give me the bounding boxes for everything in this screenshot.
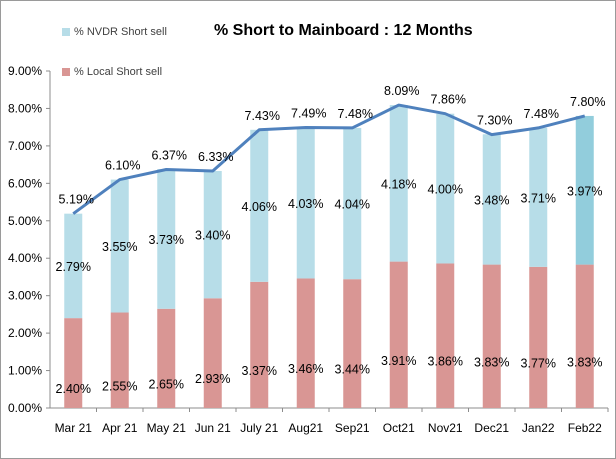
data-label-total: 6.33% [198, 150, 233, 164]
data-label-nvdr: 4.00% [428, 183, 463, 197]
bar-local-11 [575, 264, 594, 408]
y-tick-label: 9.00% [8, 64, 42, 78]
data-label-nvdr: 3.40% [195, 229, 230, 243]
bar-nvdr-1 [110, 179, 129, 313]
data-label-local: 2.55% [102, 379, 137, 393]
legend-item-local: % Local Short sell [62, 66, 162, 78]
y-tick-label: 1.00% [8, 364, 42, 378]
x-tick-label: Oct21 [383, 421, 415, 435]
data-label-local: 3.46% [288, 362, 323, 376]
x-tick-label: Apr 21 [102, 421, 138, 435]
bar-nvdr-10 [529, 127, 548, 267]
bar-local-5 [296, 278, 315, 408]
bar-nvdr-9 [482, 134, 501, 265]
data-label-total: 7.48% [338, 107, 373, 121]
bar-nvdr-11 [575, 115, 594, 265]
data-label-local: 3.86% [428, 355, 463, 369]
x-tick-label: Sep21 [335, 421, 370, 435]
bar-nvdr-5 [296, 127, 315, 279]
data-label-total: 7.48% [524, 107, 559, 121]
bar-local-0 [64, 318, 83, 408]
bar-local-7 [389, 261, 408, 408]
bar-nvdr-2 [157, 169, 176, 309]
data-label-total: 7.80% [570, 95, 605, 109]
y-tick-label: 6.00% [8, 176, 42, 190]
data-label-nvdr: 4.18% [381, 177, 416, 191]
data-label-local: 3.37% [242, 364, 277, 378]
data-label-nvdr: 4.06% [242, 200, 277, 214]
y-tick-label: 8.00% [8, 101, 42, 115]
bar-local-10 [529, 266, 548, 408]
data-label-nvdr: 3.97% [567, 184, 602, 198]
bar-local-8 [436, 263, 455, 408]
x-tick-label: Jan22 [522, 421, 555, 435]
bar-nvdr-4 [250, 129, 269, 282]
x-tick-label: Nov21 [428, 421, 463, 435]
x-tick-label: Dec21 [474, 421, 509, 435]
bar-local-3 [203, 298, 222, 408]
y-tick-label: 0.00% [8, 401, 42, 415]
y-tick-label: 2.00% [8, 326, 42, 340]
bar-local-1 [110, 312, 129, 408]
x-tick-label: July 21 [240, 421, 278, 435]
data-label-total: 7.30% [477, 114, 512, 128]
bar-local-2 [157, 308, 176, 408]
data-label-local: 3.83% [567, 355, 602, 369]
bar-local-4 [250, 281, 269, 408]
x-tick-label: Jun 21 [195, 421, 231, 435]
data-label-total: 7.43% [245, 109, 280, 123]
bar-nvdr-6 [343, 127, 362, 280]
bar-nvdr-3 [203, 170, 222, 299]
data-label-nvdr: 3.73% [149, 233, 184, 247]
chart-title: % Short to Mainboard : 12 Months [214, 22, 473, 39]
y-tick-label: 7.00% [8, 139, 42, 153]
bar-local-9 [482, 264, 501, 408]
legend-swatch-local [62, 68, 70, 76]
x-tick-label: Aug21 [288, 421, 323, 435]
bar-nvdr-7 [389, 105, 408, 262]
total-line [72, 103, 586, 215]
data-label-nvdr: 3.48% [474, 193, 509, 207]
data-label-nvdr: 4.03% [288, 197, 323, 211]
data-label-total: 7.49% [291, 107, 326, 121]
data-label-nvdr: 2.79% [56, 260, 91, 274]
data-label-total: 8.09% [384, 84, 419, 98]
data-label-local: 3.44% [335, 363, 370, 377]
data-label-local: 2.40% [56, 382, 91, 396]
data-label-local: 2.93% [195, 372, 230, 386]
bar-nvdr-0 [64, 213, 83, 319]
legend-label-nvdr: % NVDR Short sell [74, 26, 167, 38]
y-tick-label: 4.00% [8, 251, 42, 265]
data-label-nvdr: 3.71% [521, 191, 556, 205]
data-label-total: 6.10% [105, 159, 140, 173]
y-tick-label: 5.00% [8, 214, 42, 228]
bar-nvdr-8 [436, 113, 455, 264]
bar-local-6 [343, 279, 362, 408]
data-label-local: 2.65% [149, 377, 184, 391]
data-label-total: 5.19% [59, 193, 94, 207]
x-tick-label: May 21 [147, 421, 187, 435]
data-label-total: 6.37% [152, 148, 187, 162]
data-label-nvdr: 4.04% [335, 198, 370, 212]
data-label-local: 3.77% [521, 356, 556, 370]
legend-label-local: % Local Short sell [74, 66, 163, 78]
data-label-nvdr: 3.55% [102, 240, 137, 254]
legend-swatch-nvdr [62, 28, 70, 36]
data-label-total: 7.86% [431, 93, 466, 107]
legend-item-nvdr: % NVDR Short sell [62, 26, 167, 38]
y-tick-label: 3.00% [8, 289, 42, 303]
x-tick-label: Feb22 [568, 421, 602, 435]
x-tick-label: Mar 21 [55, 421, 93, 435]
data-label-local: 3.91% [381, 354, 416, 368]
data-label-local: 3.83% [474, 355, 509, 369]
